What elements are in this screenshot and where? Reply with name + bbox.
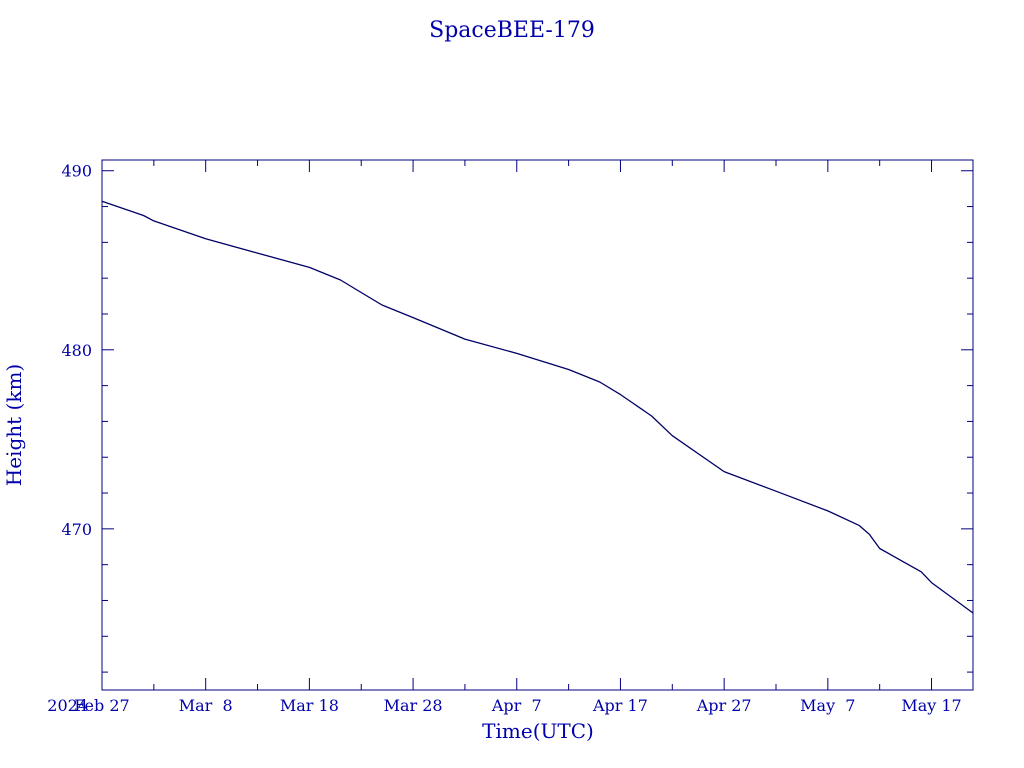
x-tick-label: Apr 7 (491, 696, 542, 715)
x-tick-label: May 17 (901, 696, 961, 715)
y-axis-label: Height (km) (2, 364, 26, 486)
x-axis-ticks: Feb 27 Mar 8 Mar 18 Mar 28 Apr 7 Apr 17 Apr 27… (74, 160, 962, 715)
y-tick-label: 480 (61, 341, 92, 360)
plot-frame (101, 159, 974, 691)
series-group (101, 200, 974, 614)
series-line-0 (101, 200, 974, 614)
y-tick-label: 470 (61, 520, 92, 539)
x-tick-label: Apr 27 (696, 696, 752, 715)
chart-title: SpaceBEE-179 (429, 18, 595, 43)
plot-border (101, 159, 974, 691)
x-tick-label: Feb 27 (74, 696, 129, 715)
x-tick-label: Mar 28 (384, 696, 443, 715)
x-tick-label: Apr 17 (592, 696, 648, 715)
y-axis-ticks: 490 480 470 (61, 162, 973, 673)
y-tick-label: 490 (61, 162, 92, 181)
x-tick-label: May 7 (800, 696, 855, 715)
x-tick-label: Mar 8 (179, 696, 233, 715)
year-label: 2024 (47, 696, 88, 715)
x-axis-label: Time(UTC) (482, 719, 594, 743)
x-tick-label: Mar 18 (280, 696, 339, 715)
